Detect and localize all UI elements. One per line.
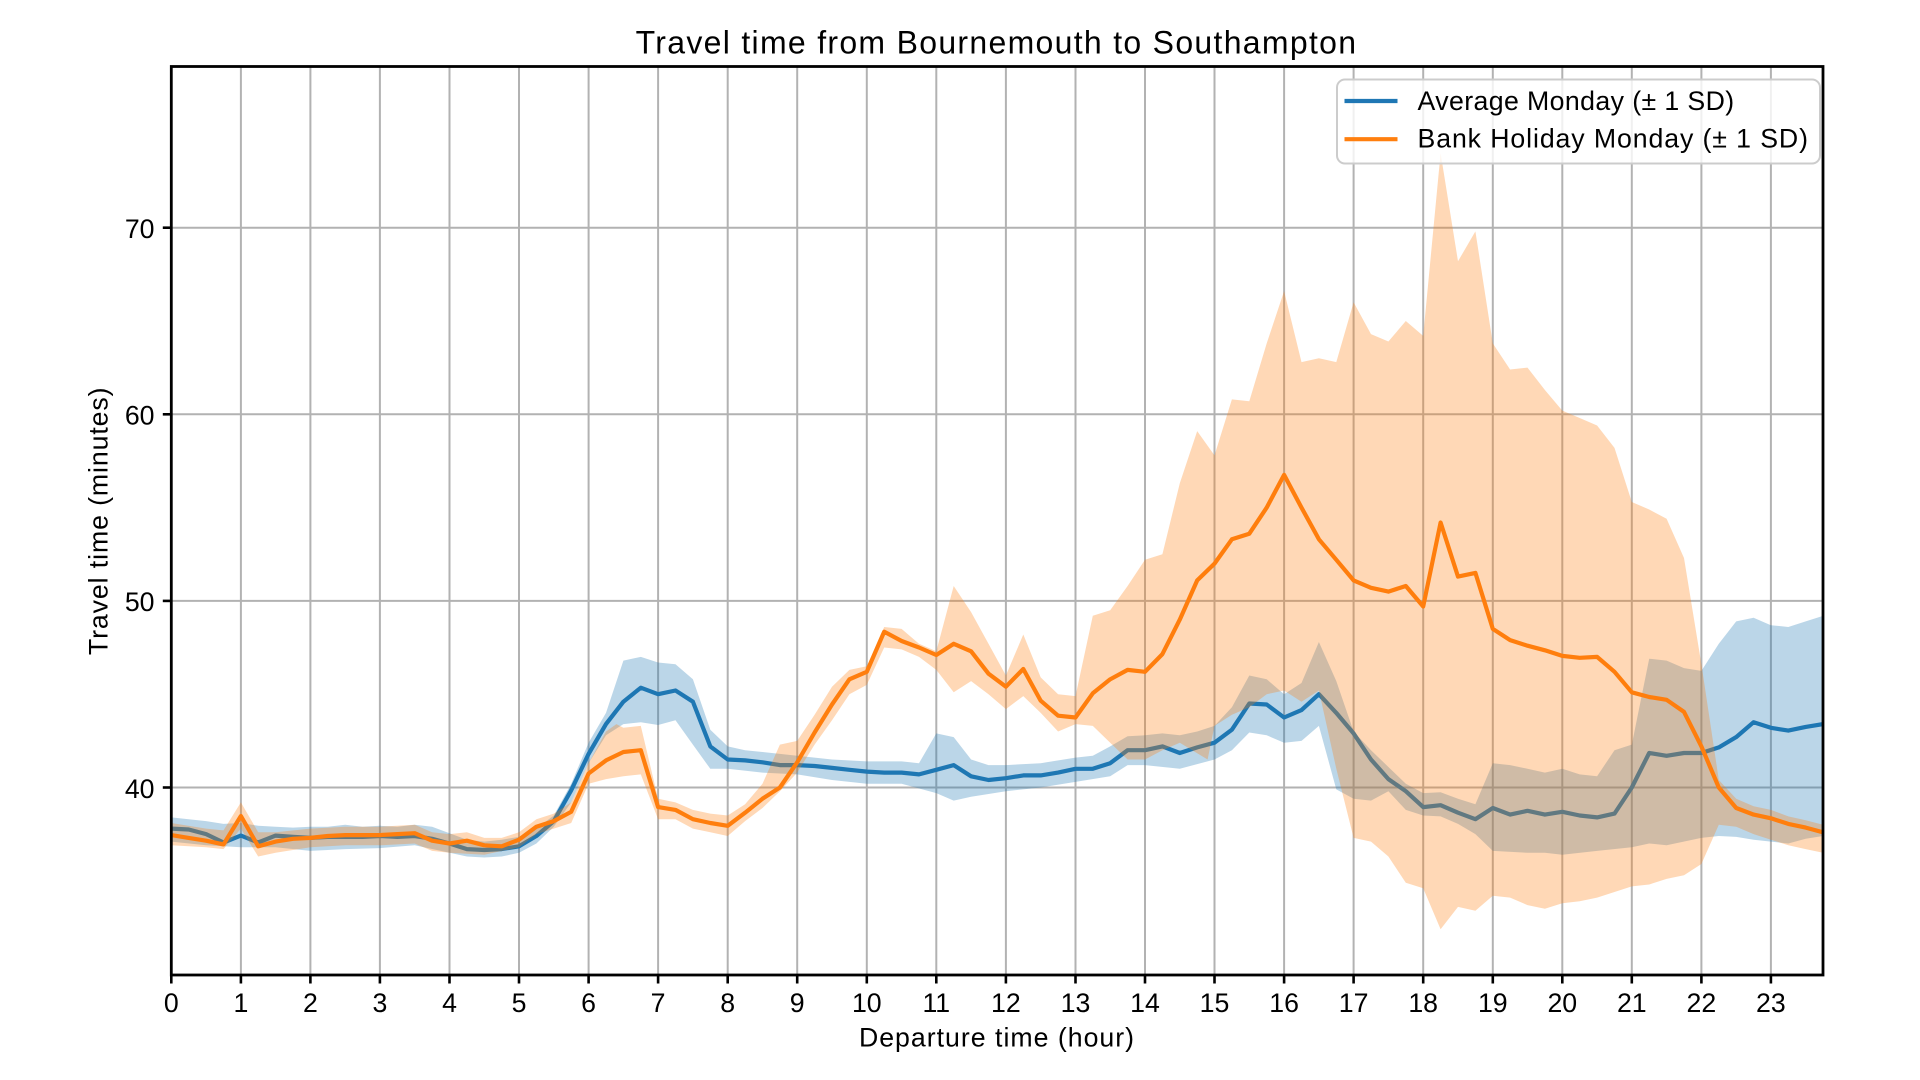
svg-text:5: 5 bbox=[512, 988, 527, 1018]
svg-text:Average Monday (± 1 SD): Average Monday (± 1 SD) bbox=[1418, 86, 1735, 116]
svg-text:2: 2 bbox=[303, 988, 318, 1018]
svg-text:70: 70 bbox=[125, 214, 155, 244]
svg-text:17: 17 bbox=[1339, 988, 1369, 1018]
svg-text:0: 0 bbox=[164, 988, 179, 1018]
svg-text:12: 12 bbox=[991, 988, 1021, 1018]
svg-text:Bank Holiday Monday (± 1 SD): Bank Holiday Monday (± 1 SD) bbox=[1418, 123, 1809, 153]
svg-text:Departure time (hour): Departure time (hour) bbox=[859, 1022, 1135, 1052]
svg-text:8: 8 bbox=[720, 988, 735, 1018]
svg-text:4: 4 bbox=[442, 988, 457, 1018]
svg-text:6: 6 bbox=[581, 988, 596, 1018]
svg-text:10: 10 bbox=[852, 988, 882, 1018]
svg-text:3: 3 bbox=[372, 988, 387, 1018]
svg-text:18: 18 bbox=[1408, 988, 1438, 1018]
svg-text:9: 9 bbox=[790, 988, 805, 1018]
svg-text:50: 50 bbox=[125, 587, 155, 617]
svg-text:19: 19 bbox=[1478, 988, 1508, 1018]
svg-text:16: 16 bbox=[1269, 988, 1299, 1018]
svg-text:1: 1 bbox=[233, 988, 248, 1018]
svg-text:14: 14 bbox=[1130, 988, 1160, 1018]
svg-text:22: 22 bbox=[1687, 988, 1717, 1018]
svg-text:7: 7 bbox=[651, 988, 666, 1018]
svg-text:21: 21 bbox=[1617, 988, 1647, 1018]
svg-text:40: 40 bbox=[125, 774, 155, 804]
svg-text:23: 23 bbox=[1756, 988, 1786, 1018]
svg-text:60: 60 bbox=[125, 401, 155, 431]
svg-text:Travel time from Bournemouth t: Travel time from Bournemouth to Southamp… bbox=[636, 24, 1358, 60]
svg-text:13: 13 bbox=[1061, 988, 1091, 1018]
svg-text:Travel time (minutes): Travel time (minutes) bbox=[84, 387, 114, 656]
svg-text:15: 15 bbox=[1200, 988, 1230, 1018]
svg-text:11: 11 bbox=[922, 988, 950, 1018]
svg-text:20: 20 bbox=[1547, 988, 1577, 1018]
